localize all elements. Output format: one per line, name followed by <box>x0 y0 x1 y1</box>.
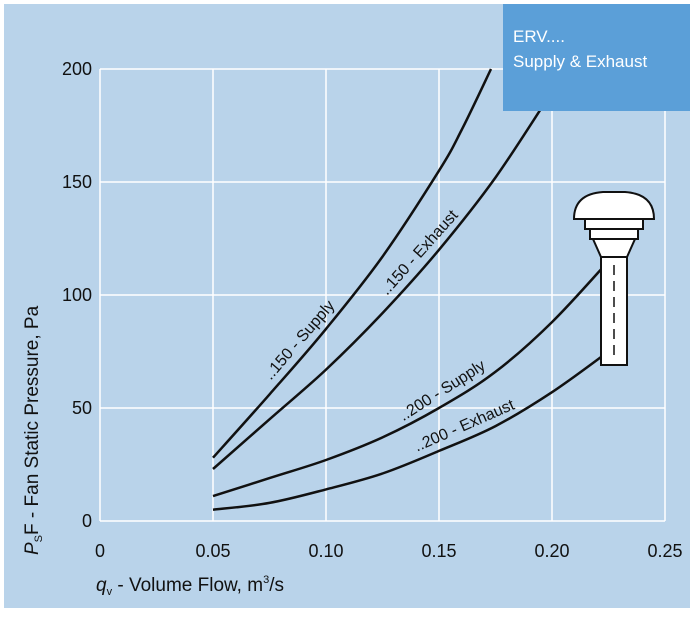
x-axis-label: qv - Volume Flow, m3/s <box>96 574 284 598</box>
series-layer <box>212 68 610 511</box>
x-tick-label: 0.15 <box>421 541 456 561</box>
x-tick-label: 0.10 <box>308 541 343 561</box>
x-tick-label: 0.20 <box>534 541 569 561</box>
x-tick-label: 0.05 <box>195 541 230 561</box>
y-tick-label: 50 <box>72 398 92 418</box>
series-line <box>212 68 493 459</box>
x-tick-label: 0 <box>95 541 105 561</box>
y-tick-label: 200 <box>62 59 92 79</box>
y-axis-label: PSF - Fan Static Pressure, Pa <box>22 305 45 555</box>
tick-labels: 0 0.05 0.10 0.15 0.20 0.25 0 50 100 150 200 <box>62 59 683 561</box>
grid-lines <box>99 68 666 522</box>
series-line <box>212 350 610 511</box>
series-line <box>212 260 610 498</box>
legend-box: ERV.... Supply & Exhaust <box>503 4 690 111</box>
x-tick-label: 0.25 <box>647 541 682 561</box>
legend-line-2: Supply & Exhaust <box>513 52 647 71</box>
y-tick-label: 0 <box>82 511 92 531</box>
y-tick-label: 100 <box>62 285 92 305</box>
legend-line-1: ERV.... <box>513 27 565 46</box>
y-tick-label: 150 <box>62 172 92 192</box>
series-line <box>212 90 554 470</box>
roof-fan-icon <box>572 191 656 366</box>
